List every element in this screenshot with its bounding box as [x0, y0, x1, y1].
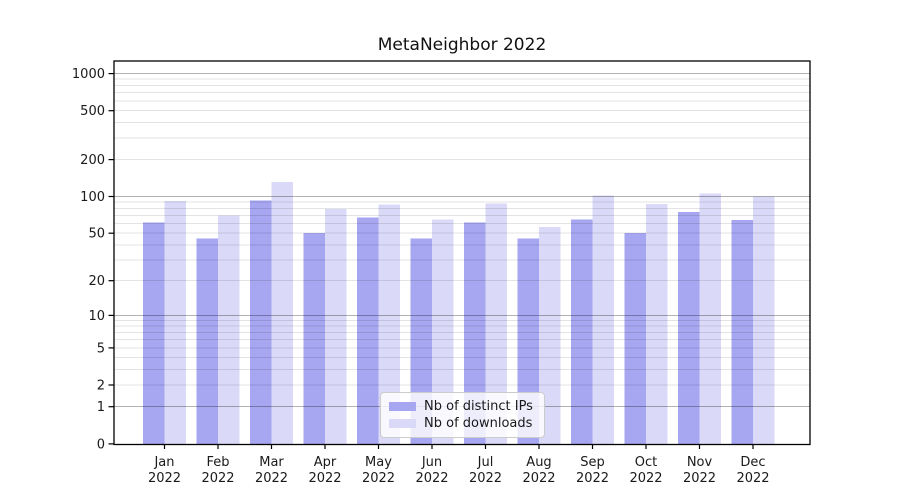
bar-distinct-ips-may	[357, 217, 379, 444]
x-tick-label-month: Jun	[421, 455, 442, 470]
bar-downloads-jan	[164, 201, 186, 444]
x-tick-label-month: Dec	[740, 455, 765, 470]
legend-swatch-downloads	[389, 419, 416, 428]
bar-distinct-ips-apr	[303, 233, 325, 444]
x-tick-label-month: Oct	[635, 455, 657, 470]
legend-label-distinct-ips: Nb of distinct IPs	[424, 399, 533, 414]
x-tick-label-month: Apr	[314, 455, 337, 470]
bar-distinct-ips-dec	[731, 220, 753, 444]
bar-distinct-ips-sep	[571, 219, 593, 444]
y-tick-label: 2	[97, 379, 105, 394]
x-tick-label-month: May	[365, 455, 392, 470]
x-tick-label-year: 2022	[576, 471, 609, 486]
x-tick-label-year: 2022	[522, 471, 555, 486]
x-tick-label-month: Aug	[526, 455, 551, 470]
x-tick-label-month: Jan	[153, 455, 174, 470]
x-tick-label-year: 2022	[362, 471, 395, 486]
y-tick-label: 1000	[72, 67, 105, 82]
y-tick-label: 1	[97, 400, 105, 415]
y-tick-label: 500	[80, 104, 105, 119]
x-tick-label-month: Jul	[477, 455, 494, 470]
bar-downloads-mar	[271, 182, 293, 444]
bar-downloads-jun	[432, 219, 454, 444]
x-tick-label-year: 2022	[736, 471, 769, 486]
x-tick-label-year: 2022	[201, 471, 234, 486]
bar-downloads-apr	[325, 209, 347, 444]
chart-title: MetaNeighbor 2022	[377, 35, 547, 55]
bar-distinct-ips-mar	[250, 200, 272, 444]
y-tick-label: 100	[80, 190, 105, 205]
bar-downloads-oct	[646, 203, 668, 444]
y-tick-label: 20	[88, 274, 105, 289]
bar-downloads-feb	[218, 215, 240, 444]
legend-swatch-distinct-ips	[389, 402, 416, 411]
x-tick-label-year: 2022	[469, 471, 502, 486]
x-tick-label-year: 2022	[308, 471, 341, 486]
legend-label-downloads: Nb of downloads	[424, 416, 533, 431]
bar-downloads-may	[378, 204, 400, 444]
y-tick-label: 50	[88, 227, 105, 242]
x-tick-label-month: Nov	[687, 455, 713, 470]
x-tick-label-year: 2022	[255, 471, 288, 486]
y-tick-label: 200	[80, 153, 105, 168]
x-tick-label-month: Feb	[206, 455, 229, 470]
bar-downloads-nov	[699, 193, 721, 444]
x-tick-label-year: 2022	[629, 471, 662, 486]
x-tick-label-year: 2022	[683, 471, 716, 486]
x-tick-label-year: 2022	[148, 471, 181, 486]
x-tick-label-month: Mar	[259, 455, 284, 470]
bar-downloads-dec	[753, 196, 775, 444]
legend: Nb of distinct IPs Nb of downloads	[380, 392, 545, 438]
bar-downloads-jul	[485, 203, 507, 444]
y-tick-label: 10	[88, 309, 105, 324]
x-tick-label-year: 2022	[415, 471, 448, 486]
y-tick-label: 5	[97, 341, 105, 356]
bar-distinct-ips-jan	[143, 222, 165, 444]
bar-distinct-ips-nov	[678, 211, 700, 444]
bar-distinct-ips-jul	[464, 222, 486, 444]
legend-item-downloads: Nb of downloads	[389, 416, 536, 431]
bar-distinct-ips-oct	[624, 233, 646, 444]
y-tick-label: 0	[97, 437, 105, 452]
bar-distinct-ips-feb	[196, 238, 218, 444]
bar-downloads-sep	[592, 195, 614, 444]
x-tick-label-month: Sep	[580, 455, 605, 470]
bar-downloads-aug	[539, 227, 561, 444]
legend-item-distinct-ips: Nb of distinct IPs	[389, 399, 536, 414]
axes-spines	[113, 60, 811, 446]
